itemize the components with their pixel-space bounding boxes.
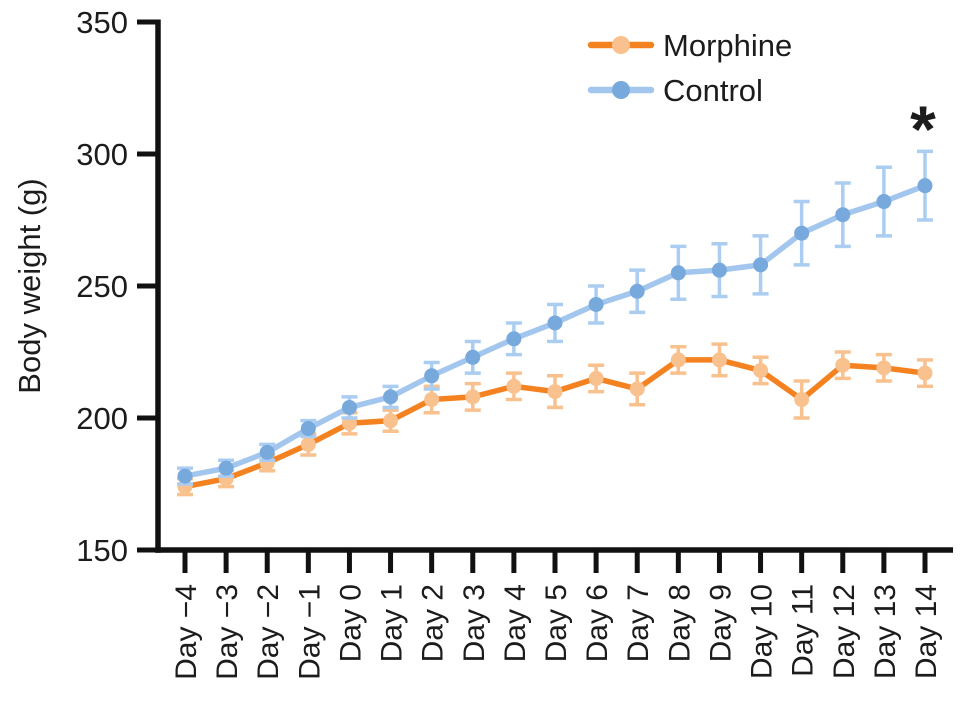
point-control-12 bbox=[670, 265, 686, 281]
point-control-4 bbox=[341, 399, 357, 415]
x-tick-label: Day 8 bbox=[663, 584, 696, 662]
point-morphine-17 bbox=[876, 360, 892, 376]
x-tick-label: Day 4 bbox=[499, 584, 532, 662]
point-control-15 bbox=[794, 225, 810, 241]
point-morphine-11 bbox=[629, 381, 645, 397]
point-morphine-18 bbox=[917, 365, 933, 381]
point-control-6 bbox=[424, 368, 440, 384]
point-control-1 bbox=[218, 460, 234, 476]
x-tick-label: Day −2 bbox=[252, 584, 285, 680]
legend-item-morphine: Morphine bbox=[587, 28, 792, 63]
point-control-2 bbox=[259, 444, 275, 460]
x-tick-label: Day 13 bbox=[869, 584, 902, 679]
point-morphine-10 bbox=[588, 370, 604, 386]
x-tick-label: Day −4 bbox=[170, 584, 203, 680]
point-morphine-12 bbox=[670, 352, 686, 368]
x-tick-label: Day 1 bbox=[376, 584, 409, 662]
y-tick-label: 150 bbox=[76, 533, 128, 568]
legend-label-control: Control bbox=[663, 73, 763, 108]
point-control-11 bbox=[629, 283, 645, 299]
x-tick-label: Day 10 bbox=[746, 584, 779, 679]
significance-asterisk: * bbox=[910, 92, 936, 166]
point-control-14 bbox=[753, 257, 769, 273]
x-tick-label: Day 2 bbox=[417, 584, 450, 662]
x-tick-label: Day 14 bbox=[910, 584, 943, 679]
y-tick-label: 300 bbox=[76, 137, 128, 172]
point-morphine-6 bbox=[424, 392, 440, 408]
x-tick-label: Day 3 bbox=[458, 584, 491, 662]
legend-label-morphine: Morphine bbox=[663, 28, 792, 63]
x-tick-label: Day 11 bbox=[787, 584, 820, 677]
point-morphine-15 bbox=[794, 392, 810, 408]
point-morphine-16 bbox=[835, 357, 851, 373]
point-control-8 bbox=[506, 331, 522, 347]
point-control-5 bbox=[383, 389, 399, 405]
point-morphine-3 bbox=[300, 436, 316, 452]
x-tick-label: Day 9 bbox=[704, 584, 737, 662]
morphine-marker-swatch bbox=[612, 36, 630, 54]
point-control-0 bbox=[177, 468, 193, 484]
point-morphine-14 bbox=[753, 362, 769, 378]
point-morphine-8 bbox=[506, 378, 522, 394]
x-tick-label: Day 0 bbox=[334, 584, 367, 662]
point-control-10 bbox=[588, 296, 604, 312]
x-tick-label: Day −1 bbox=[293, 584, 326, 680]
x-tick-label: Day 6 bbox=[581, 584, 614, 662]
point-morphine-13 bbox=[711, 352, 727, 368]
point-control-13 bbox=[711, 262, 727, 278]
point-control-3 bbox=[300, 421, 316, 437]
point-control-18 bbox=[917, 178, 933, 194]
x-tick-label: Day 12 bbox=[828, 584, 861, 679]
y-tick-label: 200 bbox=[76, 401, 128, 436]
point-morphine-7 bbox=[465, 389, 481, 405]
y-tick-label: 250 bbox=[76, 269, 128, 304]
legend: Morphine Control bbox=[587, 28, 792, 108]
point-control-7 bbox=[465, 349, 481, 365]
legend-item-control: Control bbox=[587, 73, 763, 108]
y-tick-label: 350 bbox=[76, 5, 128, 40]
point-morphine-5 bbox=[383, 413, 399, 429]
y-axis-title: Body weight (g) bbox=[12, 178, 47, 393]
control-marker-swatch bbox=[612, 81, 630, 99]
point-morphine-9 bbox=[547, 384, 563, 400]
point-control-9 bbox=[547, 315, 563, 331]
x-tick-label: Day 7 bbox=[622, 584, 655, 662]
x-tick-label: Day 5 bbox=[540, 584, 573, 662]
point-control-17 bbox=[876, 194, 892, 210]
series-control bbox=[177, 149, 933, 486]
x-tick-label: Day −3 bbox=[211, 584, 244, 680]
point-control-16 bbox=[835, 207, 851, 223]
series-morphine bbox=[177, 342, 933, 497]
